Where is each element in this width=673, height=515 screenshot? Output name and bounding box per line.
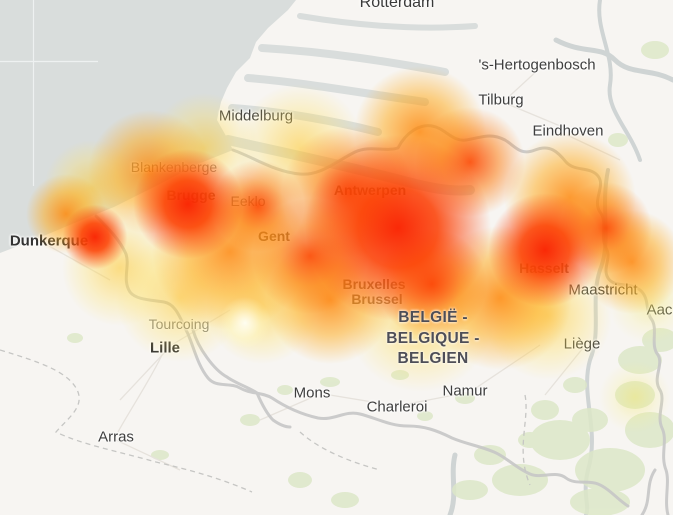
country-label-line-de: BELGIEN [397, 350, 469, 367]
city-label-middelburg: Middelburg [218, 107, 294, 125]
city-label-aachen: Aachen [646, 301, 673, 319]
city-label--s-hertogenbosch: 's-Hertogenbosch [478, 56, 596, 74]
city-label-blankenberge: Blankenberge [130, 159, 218, 175]
city-label-gent: Gent [258, 228, 290, 244]
city-label-maastricht: Maastricht [568, 281, 638, 299]
city-label-tourcoing: Tourcoing [148, 316, 210, 332]
city-label-dunkerque: Dunkerque [9, 232, 89, 250]
city-label-eeklo: Eeklo [230, 193, 266, 209]
city-label-rotterdam: Rotterdam [359, 0, 435, 11]
city-label-eindhoven: Eindhoven [532, 122, 604, 140]
country-label-line-fr: BELGIQUE - [386, 329, 480, 347]
city-label-brussel: Brussel [351, 291, 403, 307]
city-label-charleroi: Charleroi [366, 398, 428, 416]
city-label-tilburg: Tilburg [478, 91, 524, 109]
city-label-antwerpen: Antwerpen [333, 182, 407, 198]
city-label-arras: Arras [98, 428, 134, 446]
city-label-li-ge: Liège [563, 335, 601, 353]
city-label-bruxelles: Bruxelles [342, 276, 406, 292]
city-label-hasselt: Hasselt [519, 260, 569, 276]
country-label-belgium: BELGIË - BELGIQUE - BELGIEN [386, 308, 479, 370]
city-label-namur: Namur [442, 382, 488, 400]
country-label-line-nl: BELGIË - [398, 309, 468, 326]
city-label-mons: Mons [293, 384, 331, 402]
city-label-brugge: Brugge [166, 187, 216, 203]
city-label-lille: Lille [149, 339, 181, 357]
